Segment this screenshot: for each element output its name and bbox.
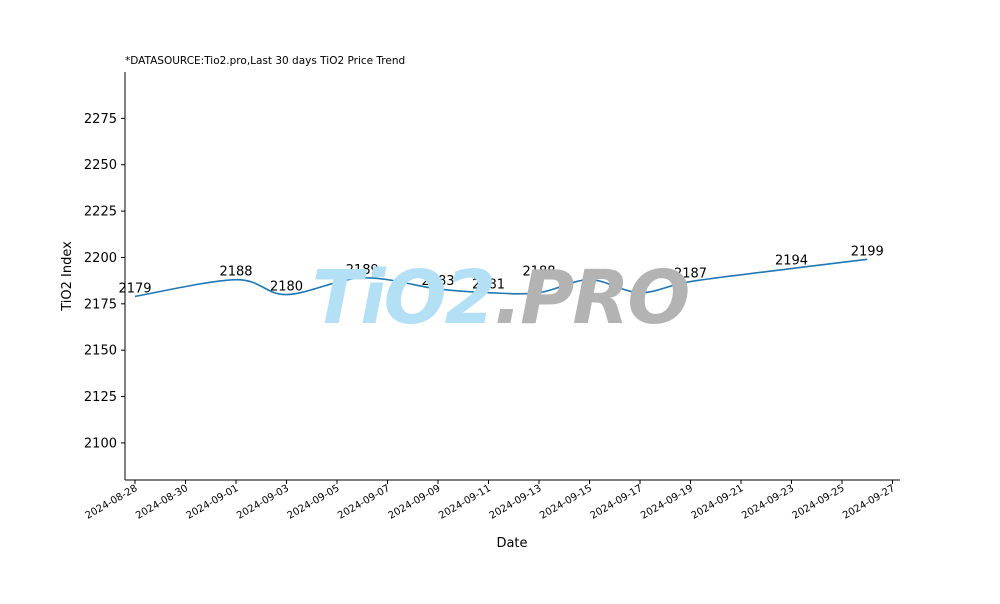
y-axis-label: TiO2 Index <box>60 241 75 312</box>
x-tick-label: 2024-09-19 <box>639 483 695 522</box>
data-label: 2188 <box>219 265 252 280</box>
data-label: 2179 <box>118 281 151 296</box>
data-label: 2189 <box>346 263 379 278</box>
data-label: 2188 <box>522 265 555 280</box>
y-tick-label: 2250 <box>84 158 117 173</box>
x-tick-label: 2024-09-11 <box>437 483 493 522</box>
data-label: 2180 <box>270 280 303 295</box>
x-tick-label: 2024-09-13 <box>488 483 544 522</box>
x-tick-label: 2024-09-25 <box>791 483 847 522</box>
watermark-logo: TiO2.PRO <box>0 255 1000 341</box>
data-label: 2194 <box>775 254 808 269</box>
data-label: 2199 <box>851 244 884 259</box>
y-tick-label: 2175 <box>84 297 117 312</box>
series-line <box>134 258 868 298</box>
x-tick-label: 2024-09-23 <box>740 483 796 522</box>
y-tick-label: 2100 <box>84 436 117 451</box>
x-tick-label: 2024-09-01 <box>185 483 241 522</box>
watermark-pro: .PRO <box>494 255 690 341</box>
x-tick-label: 2024-09-21 <box>690 483 746 522</box>
x-tick-label: 2024-09-09 <box>387 483 443 522</box>
x-tick-label: 2024-09-27 <box>841 483 897 522</box>
y-tick-label: 2200 <box>84 251 117 266</box>
data-label: 2181 <box>472 278 505 293</box>
y-tick-label: 2125 <box>84 390 117 405</box>
x-tick-label: 2024-09-15 <box>538 483 594 522</box>
chart-title: *DATASOURCE:Tio2.pro,Last 30 days TiO2 P… <box>125 55 405 67</box>
x-tick-label: 2024-09-05 <box>286 483 342 522</box>
y-tick-label: 2225 <box>84 205 117 220</box>
y-tick-label: 2150 <box>84 344 117 359</box>
data-labels: 2179 2188 2180 2189 2183 2181 2188 2187 2194 2199 <box>118 244 883 296</box>
series-layer <box>134 258 868 298</box>
data-label: 2187 <box>674 267 707 282</box>
x-tick-label: 2024-08-30 <box>134 483 190 522</box>
x-tick-label: 2024-09-03 <box>235 483 291 522</box>
watermark-tio2: TiO2 <box>311 255 496 341</box>
x-tick-label: 2024-08-28 <box>84 483 140 522</box>
x-axis-label: Date <box>496 536 527 551</box>
y-tick-label: 2275 <box>84 112 117 127</box>
x-tick-label: 2024-09-17 <box>589 483 645 522</box>
data-label: 2183 <box>421 274 454 289</box>
x-tick-label: 2024-09-07 <box>336 483 392 522</box>
